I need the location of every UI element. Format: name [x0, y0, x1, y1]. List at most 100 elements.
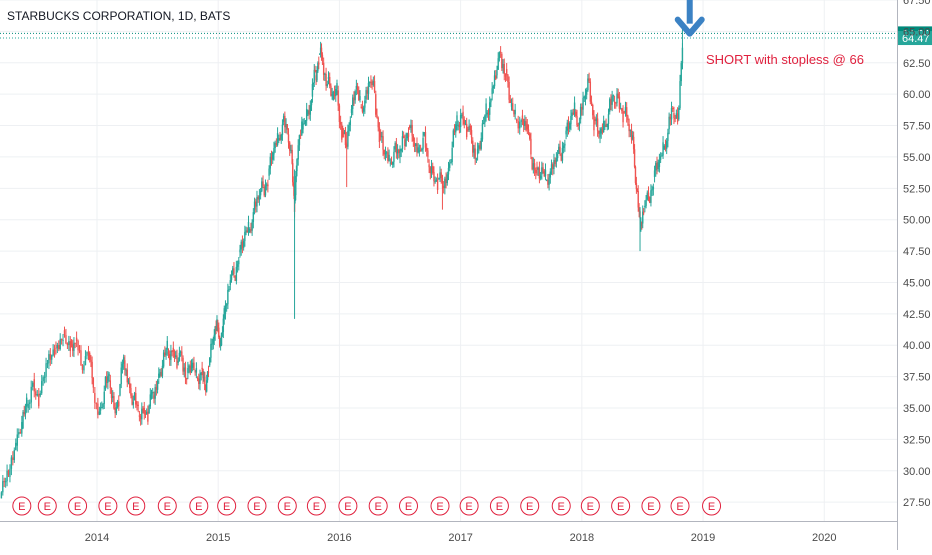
candle-body [377, 117, 379, 128]
candle-body [579, 106, 582, 120]
candle-body [298, 135, 301, 146]
candle-body [32, 382, 34, 387]
candle-body [499, 51, 502, 53]
candle-body [137, 404, 139, 406]
candle-body [299, 135, 302, 137]
candle-body [464, 123, 467, 125]
candle-body [667, 132, 669, 142]
candle-body [189, 365, 192, 373]
candle-body [635, 183, 638, 190]
candle-body [104, 376, 107, 390]
candle-body [247, 221, 250, 233]
candle-body [566, 122, 568, 131]
candle-body [559, 146, 561, 153]
earnings-marker [338, 496, 358, 516]
candle-body [46, 363, 49, 365]
candle-body [36, 394, 38, 396]
candle-body [292, 182, 295, 187]
candle-body [182, 357, 184, 372]
candle-body [276, 133, 279, 146]
candle-body [250, 229, 252, 231]
arrow-shaft [686, 0, 693, 24]
candle-body [549, 171, 552, 178]
candle-body [421, 149, 423, 151]
candle-body [158, 373, 160, 378]
candle-body [211, 343, 213, 345]
candle-body [472, 140, 474, 153]
candle-body [203, 376, 205, 379]
candle-body [188, 365, 190, 369]
candle-body [381, 136, 383, 138]
candle-body [116, 401, 119, 408]
candle-body [606, 123, 608, 127]
candle-body [485, 103, 487, 116]
candle-body [673, 112, 675, 119]
earnings-marker [157, 496, 177, 516]
candle-body [545, 180, 548, 182]
candle-body [470, 130, 473, 138]
candle-body [310, 100, 313, 106]
candle-body [150, 392, 153, 395]
arrow-head [674, 16, 705, 37]
candle-body [618, 96, 621, 109]
candle-body [212, 338, 215, 344]
candle-body [612, 95, 615, 97]
candle-body [12, 457, 14, 460]
candle-body [133, 393, 136, 401]
earnings-label: E [617, 501, 624, 513]
candle-body [611, 96, 613, 105]
candle-body [537, 167, 539, 170]
candle-body [604, 124, 606, 127]
candle-body [81, 365, 84, 370]
candle-body [176, 355, 178, 368]
earnings-label: E [104, 501, 111, 513]
candle-body [9, 468, 11, 478]
candle-body [455, 124, 457, 133]
candle-body [295, 175, 297, 196]
candle-body [512, 103, 514, 111]
candle-body [108, 373, 110, 376]
candle-body [30, 386, 32, 403]
x-tick-label: 2016 [327, 532, 351, 544]
y-tick-label: 32.50 [903, 434, 931, 446]
candle-body [665, 141, 668, 149]
candle-body [554, 160, 556, 165]
candle-body [167, 351, 170, 355]
candle-body [343, 133, 346, 135]
candle-body [478, 145, 480, 149]
candle-body [317, 62, 319, 72]
candle-body [669, 116, 672, 120]
earnings-label: E [18, 501, 25, 513]
candle-body [555, 158, 558, 162]
candle-body [339, 122, 342, 125]
candle-body [86, 351, 88, 357]
candle-body [571, 112, 573, 116]
candle-body [154, 387, 156, 399]
candle-body [48, 354, 50, 364]
candle-body [252, 212, 255, 223]
candle-body [148, 406, 150, 414]
earnings-label: E [132, 501, 139, 513]
candle-body [332, 91, 335, 101]
candle-body [594, 119, 596, 122]
candle-body [458, 124, 461, 128]
candle-body [256, 197, 258, 207]
candle-body [296, 159, 298, 172]
candle-body [462, 111, 464, 120]
candle-body [584, 94, 587, 100]
candle-body [651, 189, 653, 191]
candle-body [401, 136, 404, 150]
candle-body [398, 149, 400, 154]
candle-body [192, 362, 194, 368]
candle-body [279, 138, 281, 140]
candle-body [521, 115, 524, 119]
candle-body [355, 85, 358, 90]
candle-body [303, 123, 305, 125]
candle-body [634, 166, 637, 184]
candle-body [10, 457, 13, 469]
candle-body [629, 129, 632, 132]
candle-body [190, 364, 193, 373]
candle-body [409, 125, 411, 128]
candle-body [399, 151, 401, 157]
